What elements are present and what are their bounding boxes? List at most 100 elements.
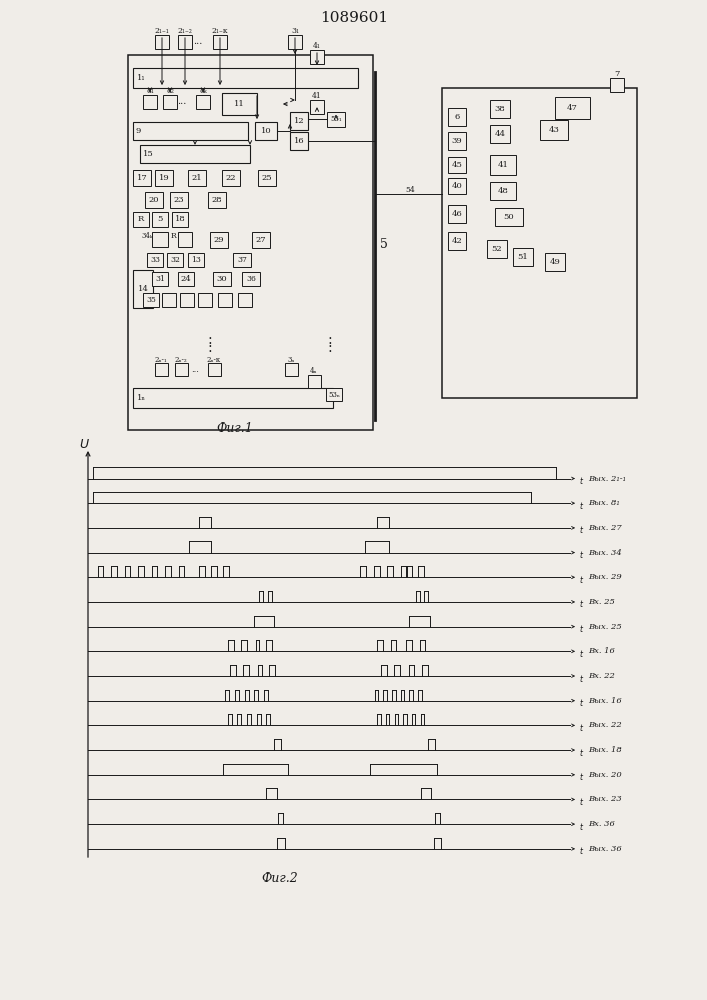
- Text: 24: 24: [180, 275, 192, 283]
- Text: 14: 14: [138, 285, 148, 293]
- Text: 4ₙ: 4ₙ: [310, 367, 317, 375]
- Text: t: t: [580, 773, 583, 782]
- Text: 54: 54: [405, 186, 415, 194]
- Bar: [133, 388, 333, 408]
- Text: Вых. 2₁-₁: Вых. 2₁-₁: [588, 475, 626, 483]
- Bar: [198, 293, 212, 307]
- Text: 9: 9: [136, 127, 141, 135]
- Bar: [290, 132, 308, 150]
- Text: 10: 10: [261, 127, 271, 135]
- Bar: [213, 272, 231, 286]
- Text: 17: 17: [136, 174, 147, 182]
- Text: 31: 31: [155, 275, 165, 283]
- Text: ...: ...: [177, 98, 187, 106]
- Text: Фиг.2: Фиг.2: [262, 871, 298, 884]
- Text: 46: 46: [452, 210, 462, 218]
- Bar: [178, 232, 192, 247]
- Text: 4₁: 4₁: [313, 42, 321, 50]
- Bar: [545, 253, 565, 271]
- Bar: [310, 50, 324, 64]
- Bar: [285, 363, 298, 376]
- Text: Фиг.1: Фиг.1: [216, 422, 253, 434]
- Bar: [145, 192, 163, 208]
- Bar: [170, 192, 188, 208]
- Text: 7: 7: [614, 70, 620, 78]
- Bar: [208, 192, 226, 208]
- Text: 47: 47: [566, 104, 578, 112]
- Text: t: t: [580, 600, 583, 609]
- Text: t: t: [580, 798, 583, 807]
- Bar: [210, 232, 228, 248]
- Text: 2₁₋₁: 2₁₋₁: [155, 27, 170, 35]
- Bar: [308, 375, 321, 388]
- Text: t: t: [580, 675, 583, 684]
- Bar: [155, 363, 168, 376]
- Bar: [490, 125, 510, 143]
- Bar: [327, 112, 345, 127]
- Bar: [163, 95, 177, 109]
- Text: 30: 30: [216, 275, 228, 283]
- Text: U: U: [79, 438, 88, 450]
- Text: t: t: [580, 625, 583, 634]
- Text: 52: 52: [491, 245, 502, 253]
- Bar: [487, 240, 507, 258]
- Text: 8₂: 8₂: [166, 87, 174, 95]
- Bar: [196, 95, 210, 109]
- Bar: [188, 253, 204, 267]
- Bar: [208, 363, 221, 376]
- Text: Вых. 25: Вых. 25: [588, 623, 621, 631]
- Text: :: :: [208, 341, 212, 355]
- Text: Вых. 16: Вых. 16: [588, 697, 621, 705]
- Bar: [448, 205, 466, 223]
- Text: 2ₙ-₂: 2ₙ-₂: [175, 356, 187, 364]
- Bar: [310, 100, 324, 114]
- Text: 19: 19: [158, 174, 170, 182]
- Bar: [143, 95, 157, 109]
- Bar: [133, 170, 151, 186]
- Text: 1089601: 1089601: [320, 11, 388, 25]
- Bar: [162, 293, 176, 307]
- Text: 29: 29: [214, 236, 224, 244]
- Text: 23: 23: [174, 196, 185, 204]
- Bar: [490, 155, 516, 175]
- Bar: [133, 68, 358, 88]
- Bar: [128, 55, 373, 430]
- Text: 27: 27: [256, 236, 267, 244]
- Text: 53ₙ: 53ₙ: [328, 391, 340, 399]
- Bar: [152, 212, 168, 227]
- Bar: [147, 253, 163, 267]
- Text: 40: 40: [452, 182, 462, 190]
- Text: t: t: [580, 650, 583, 659]
- Text: Вых. 18: Вых. 18: [588, 746, 621, 754]
- Bar: [555, 97, 590, 119]
- Bar: [513, 248, 533, 266]
- Text: 2ₙ-₁: 2ₙ-₁: [155, 356, 168, 364]
- Bar: [490, 100, 510, 118]
- Bar: [255, 122, 277, 140]
- Bar: [213, 35, 227, 49]
- Text: t: t: [580, 847, 583, 856]
- Text: 5: 5: [158, 215, 163, 223]
- Text: 8ₖ: 8ₖ: [199, 87, 207, 95]
- Bar: [442, 88, 637, 398]
- Text: :: :: [208, 333, 212, 347]
- Text: 1ₙ: 1ₙ: [137, 394, 146, 402]
- Text: 5: 5: [380, 238, 388, 251]
- Text: 42: 42: [452, 237, 462, 245]
- Text: R: R: [138, 215, 144, 223]
- Text: 21: 21: [192, 174, 202, 182]
- Text: 35: 35: [146, 296, 156, 304]
- Bar: [448, 108, 466, 126]
- Text: 44: 44: [494, 130, 506, 138]
- Text: Вх. 25: Вх. 25: [588, 598, 615, 606]
- Text: 2ₙ-к: 2ₙ-к: [207, 356, 221, 364]
- Text: 32: 32: [170, 256, 180, 264]
- Bar: [172, 212, 188, 227]
- Text: 41: 41: [498, 161, 508, 169]
- Text: t: t: [580, 576, 583, 585]
- Bar: [238, 293, 252, 307]
- Bar: [178, 272, 194, 286]
- Text: 53₁: 53₁: [330, 115, 342, 123]
- Text: 50: 50: [503, 213, 514, 221]
- Text: 37: 37: [237, 256, 247, 264]
